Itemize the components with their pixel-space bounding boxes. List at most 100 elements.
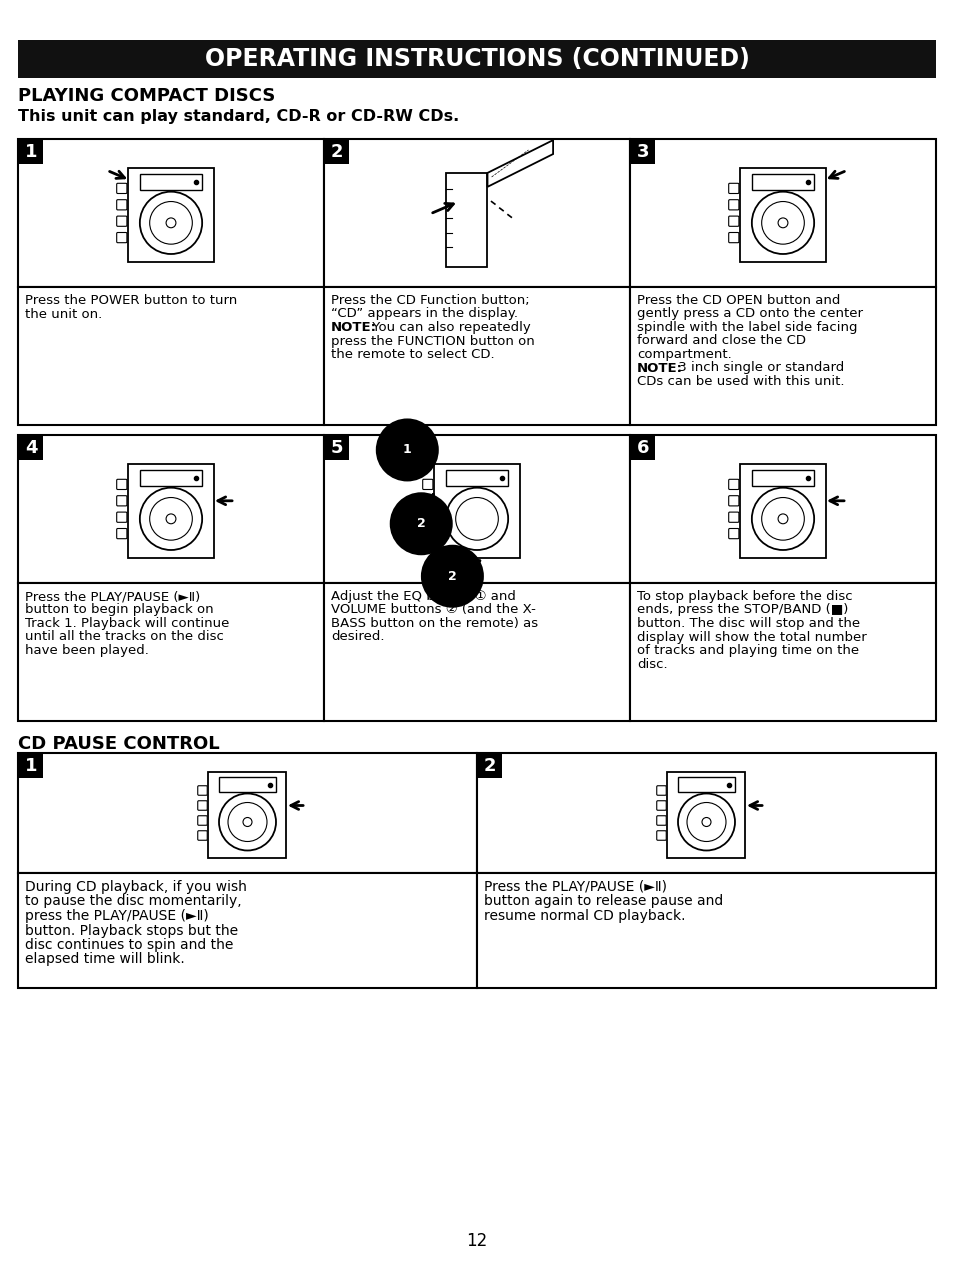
- Text: Press the CD OPEN button and: Press the CD OPEN button and: [637, 294, 840, 307]
- Polygon shape: [667, 772, 744, 859]
- Bar: [629, 435, 935, 583]
- Bar: [18, 753, 476, 873]
- Text: Track 1. Playback will continue: Track 1. Playback will continue: [25, 617, 229, 630]
- FancyBboxPatch shape: [116, 513, 127, 523]
- Bar: [751, 469, 813, 486]
- FancyBboxPatch shape: [116, 216, 127, 226]
- Text: NOTE:: NOTE:: [331, 321, 376, 335]
- Text: CD PAUSE CONTROL: CD PAUSE CONTROL: [18, 735, 219, 753]
- FancyBboxPatch shape: [656, 786, 665, 795]
- Text: 2: 2: [416, 518, 425, 530]
- Text: display will show the total number: display will show the total number: [637, 631, 866, 644]
- Circle shape: [778, 514, 787, 524]
- Text: You can also repeatedly: You can also repeatedly: [368, 321, 530, 335]
- FancyBboxPatch shape: [656, 801, 665, 810]
- Text: ends, press the STOP/BAND (■): ends, press the STOP/BAND (■): [637, 603, 847, 617]
- Bar: [630, 140, 655, 164]
- Text: 2: 2: [331, 142, 343, 162]
- Text: gently press a CD onto the center: gently press a CD onto the center: [637, 308, 862, 321]
- Text: 3 inch single or standard: 3 inch single or standard: [673, 361, 843, 374]
- Text: the unit on.: the unit on.: [25, 308, 102, 321]
- Text: disc continues to spin and the: disc continues to spin and the: [25, 937, 233, 951]
- Bar: [219, 777, 275, 792]
- Text: button. The disc will stop and the: button. The disc will stop and the: [637, 617, 860, 630]
- Bar: [140, 174, 202, 190]
- Text: 6: 6: [636, 439, 649, 457]
- FancyBboxPatch shape: [422, 528, 433, 539]
- FancyBboxPatch shape: [197, 831, 207, 841]
- Text: have been played.: have been played.: [25, 644, 149, 658]
- Text: To stop playback before the disc: To stop playback before the disc: [637, 590, 852, 603]
- Polygon shape: [487, 140, 553, 187]
- Circle shape: [219, 794, 275, 851]
- Bar: [325, 436, 349, 460]
- FancyBboxPatch shape: [728, 496, 739, 506]
- FancyBboxPatch shape: [197, 801, 207, 810]
- Text: NOTE:: NOTE:: [637, 361, 682, 374]
- Text: BASS button on the remote) as: BASS button on the remote) as: [331, 617, 537, 630]
- Text: 5: 5: [331, 439, 343, 457]
- FancyBboxPatch shape: [656, 831, 665, 841]
- Bar: [629, 139, 935, 287]
- Circle shape: [166, 514, 175, 524]
- FancyBboxPatch shape: [728, 233, 739, 243]
- Circle shape: [751, 192, 813, 254]
- Bar: [19, 140, 43, 164]
- Text: VOLUME buttons ② (and the X-: VOLUME buttons ② (and the X-: [331, 603, 536, 617]
- Text: disc.: disc.: [637, 658, 667, 670]
- Text: 1: 1: [25, 757, 37, 775]
- FancyBboxPatch shape: [116, 496, 127, 506]
- Polygon shape: [446, 173, 487, 267]
- Text: Press the PLAY/PAUSE (►Ⅱ): Press the PLAY/PAUSE (►Ⅱ): [483, 880, 666, 894]
- FancyBboxPatch shape: [728, 480, 739, 490]
- FancyBboxPatch shape: [728, 183, 739, 193]
- Text: “CD” appears in the display.: “CD” appears in the display.: [331, 308, 517, 321]
- Polygon shape: [740, 168, 824, 262]
- Text: to pause the disc momentarily,: to pause the disc momentarily,: [25, 894, 241, 908]
- Text: spindle with the label side facing: spindle with the label side facing: [637, 321, 857, 335]
- FancyBboxPatch shape: [197, 815, 207, 826]
- FancyBboxPatch shape: [116, 200, 127, 210]
- Text: 12: 12: [466, 1233, 487, 1250]
- FancyBboxPatch shape: [116, 528, 127, 539]
- FancyBboxPatch shape: [422, 496, 433, 506]
- Text: 2: 2: [448, 570, 456, 583]
- Bar: [18, 583, 324, 721]
- Text: Adjust the EQ button ① and: Adjust the EQ button ① and: [331, 590, 516, 603]
- FancyBboxPatch shape: [728, 513, 739, 523]
- Bar: [324, 435, 629, 583]
- Text: the remote to select CD.: the remote to select CD.: [331, 349, 494, 361]
- Bar: [19, 436, 43, 460]
- Text: This unit can play standard, CD-R or CD-RW CDs.: This unit can play standard, CD-R or CD-…: [18, 109, 458, 123]
- FancyBboxPatch shape: [422, 513, 433, 523]
- Circle shape: [701, 818, 710, 827]
- Text: resume normal CD playback.: resume normal CD playback.: [483, 909, 685, 923]
- FancyBboxPatch shape: [422, 480, 433, 490]
- Text: press the PLAY/PAUSE (►Ⅱ): press the PLAY/PAUSE (►Ⅱ): [25, 909, 209, 923]
- Circle shape: [778, 218, 787, 228]
- Circle shape: [445, 487, 508, 550]
- Circle shape: [228, 803, 267, 842]
- Polygon shape: [129, 464, 213, 558]
- Bar: [19, 754, 43, 778]
- Bar: [324, 583, 629, 721]
- Bar: [476, 753, 935, 873]
- Text: button to begin playback on: button to begin playback on: [25, 603, 213, 617]
- FancyBboxPatch shape: [728, 216, 739, 226]
- Bar: [18, 435, 324, 583]
- Bar: [324, 139, 629, 287]
- Bar: [751, 174, 813, 190]
- Text: 3: 3: [636, 142, 649, 162]
- Circle shape: [760, 201, 803, 244]
- Circle shape: [243, 818, 252, 827]
- Bar: [476, 873, 935, 988]
- Bar: [445, 469, 508, 486]
- FancyBboxPatch shape: [728, 528, 739, 539]
- Text: PLAYING COMPACT DISCS: PLAYING COMPACT DISCS: [18, 86, 275, 106]
- FancyBboxPatch shape: [728, 200, 739, 210]
- FancyBboxPatch shape: [116, 480, 127, 490]
- Bar: [18, 873, 476, 988]
- Text: Press the PLAY/PAUSE (►Ⅱ): Press the PLAY/PAUSE (►Ⅱ): [25, 590, 200, 603]
- Text: OPERATING INSTRUCTIONS (CONTINUED): OPERATING INSTRUCTIONS (CONTINUED): [204, 47, 749, 71]
- Circle shape: [140, 487, 202, 550]
